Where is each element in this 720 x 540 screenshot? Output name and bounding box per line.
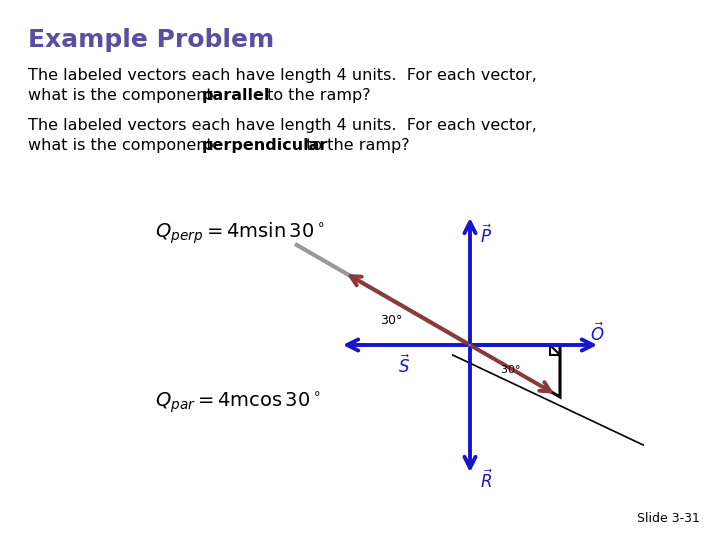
- Text: to the ramp?: to the ramp?: [262, 88, 371, 103]
- Text: what is the component: what is the component: [28, 138, 218, 153]
- Text: $\vec{P}$: $\vec{P}$: [480, 225, 492, 247]
- Text: The labeled vectors each have length 4 units.  For each vector,: The labeled vectors each have length 4 u…: [28, 118, 537, 133]
- Text: $30°$: $30°$: [380, 314, 403, 327]
- Text: $\vec{R}$: $\vec{R}$: [480, 470, 493, 492]
- Text: $Q_{perp} = 4\mathrm{m}\sin 30^\circ$: $Q_{perp} = 4\mathrm{m}\sin 30^\circ$: [155, 220, 325, 246]
- Text: Example Problem: Example Problem: [28, 28, 274, 52]
- Text: $30°$: $30°$: [500, 363, 521, 375]
- Text: The labeled vectors each have length 4 units.  For each vector,: The labeled vectors each have length 4 u…: [28, 68, 537, 83]
- Text: what is the component: what is the component: [28, 88, 218, 103]
- Text: $\vec{O}$: $\vec{O}$: [590, 323, 604, 346]
- Text: perpendicular: perpendicular: [202, 138, 328, 153]
- Text: $Q_{par} = 4\mathrm{m}\cos 30^\circ$: $Q_{par} = 4\mathrm{m}\cos 30^\circ$: [155, 390, 321, 416]
- Text: parallel: parallel: [202, 88, 271, 103]
- Text: Slide 3-31: Slide 3-31: [637, 512, 700, 525]
- Text: to the ramp?: to the ramp?: [301, 138, 410, 153]
- Text: $\vec{S}$: $\vec{S}$: [398, 355, 410, 377]
